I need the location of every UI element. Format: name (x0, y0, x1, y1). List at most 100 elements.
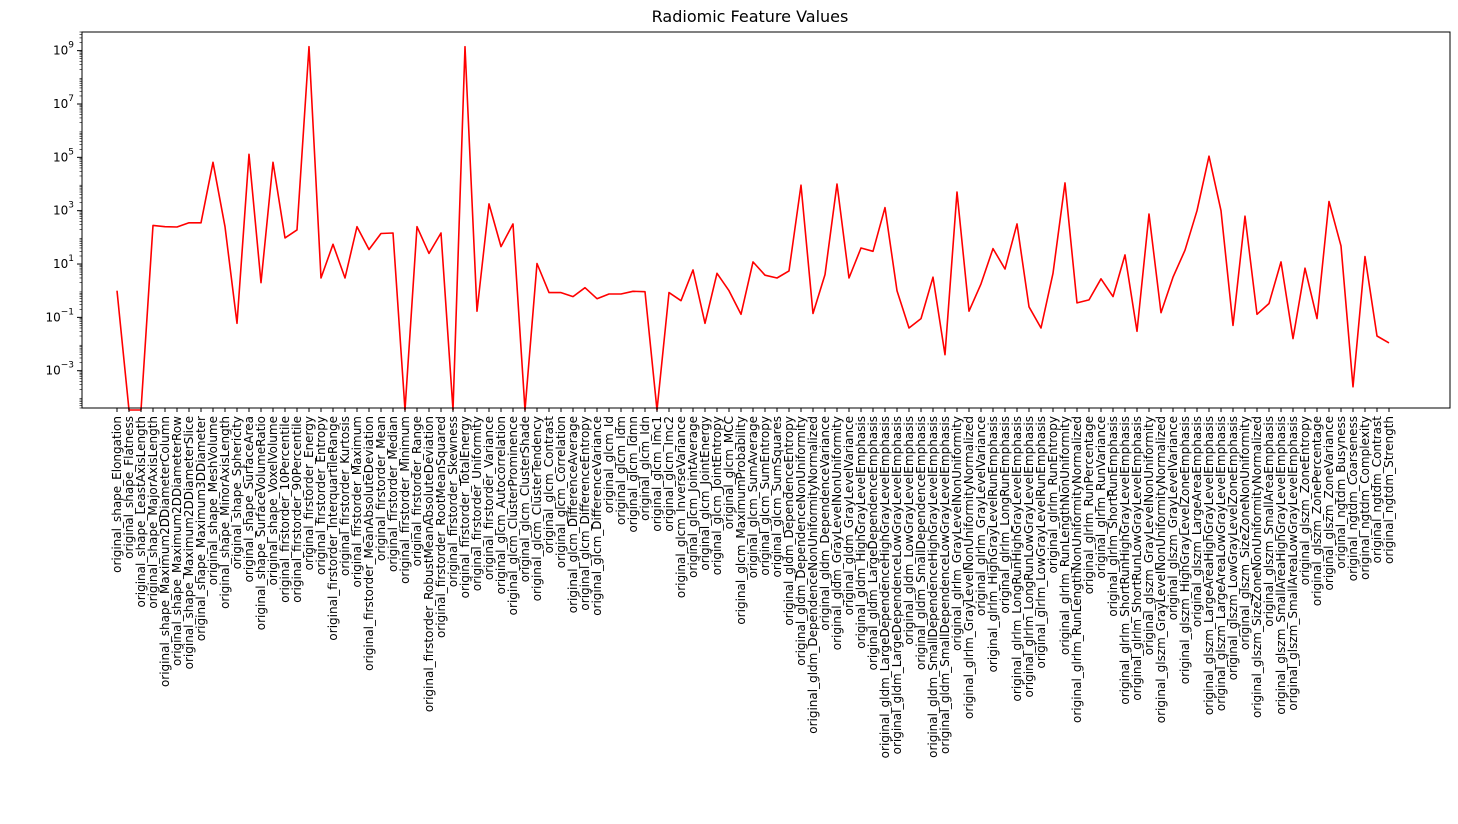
x-tick-label: original_shape_SurfaceArea (242, 416, 256, 582)
x-tick-label: original_shape_Flatness (122, 416, 136, 559)
x-tick-label: original_firstorder_Minimum (398, 416, 412, 584)
x-tick-label: original_glrlm_HighGrayLevelRunEmphasis (986, 416, 1000, 672)
x-tick-label: original_shape_MinorAxisLength (218, 416, 232, 609)
x-tick-label: original_glcm_DifferenceAverage (566, 416, 580, 613)
x-tick-label: original_shape_Elongation (110, 416, 124, 573)
x-tick-label: original_firstorder_Uniformity (470, 416, 484, 591)
x-tick-label: original_firstorder_Skewness (446, 416, 460, 587)
x-tick-label: original_glcm_SumEntropy (758, 416, 772, 576)
y-tick-label: 103 (53, 201, 74, 218)
x-tick-label: original_glcm_Imc1 (650, 416, 664, 532)
x-tick-label: original_ngtdm_Contrast (1370, 416, 1384, 564)
x-tick-label: original_firstorder_10Percentile (278, 416, 292, 603)
x-tick-label: original_gldm_SmallDependenceHighGrayLev… (926, 416, 940, 758)
x-tick-label: original_glrlm_RunLengthNonUniformity (1058, 416, 1072, 655)
x-tick-label: original_glcm_Correlation (554, 416, 568, 568)
x-tick-label: original_firstorder_RobustMeanAbsoluteDe… (422, 416, 436, 712)
x-tick-label: original_glcm_Idm (614, 416, 628, 525)
chart-title: Radiomic Feature Values (652, 7, 849, 26)
x-tick-label: original_firstorder_TotalEnergy (458, 416, 472, 598)
x-tick-label: original_firstorder_Median (386, 416, 400, 572)
x-tick-label: original_ngtdm_Coarseness (1346, 416, 1360, 581)
x-tick-label: original_glszm_LargeAreaEmphasis (1190, 416, 1204, 627)
x-tick-label: original_shape_MeshVolume (206, 416, 220, 585)
y-tick-label: 107 (53, 94, 74, 111)
x-tick-label: original_glrlm_ShortRunHighGrayLevelEmph… (1118, 416, 1132, 705)
x-tick-label: original_glrlm_RunPercentage (1082, 416, 1096, 594)
x-tick-label: original_glrlm_GrayLevelNonUniformity (950, 416, 964, 651)
x-tick-label: original_glrlm_ShortRunEmphasis (1106, 416, 1120, 617)
x-tick-label: original_glcm_Idmn (626, 416, 640, 533)
x-tick-label: original_glcm_InverseVariance (674, 416, 688, 598)
x-tick-label: original_glszm_GrayLevelVariance (1166, 416, 1180, 620)
x-tick-label: original_glcm_ClusterTendency (530, 416, 544, 601)
x-tick-label: original_ngtdm_Strength (1382, 416, 1396, 564)
x-tick-label: original_gldm_LargeDependenceHighGrayLev… (878, 416, 892, 758)
x-tick-label: original_shape_LeastAxisLength (134, 416, 148, 608)
x-tick-label: original_glcm_Autocorrelation (494, 416, 508, 594)
x-tick-label: original_glcm_JointAverage (686, 416, 700, 578)
x-tick-label: original_glcm_JointEntropy (710, 416, 724, 575)
x-tick-label: original_glszm_GrayLevelNonUniformityNor… (1154, 416, 1168, 723)
x-tick-label: original_shape_Sphericity (230, 416, 244, 569)
plot-area (116, 45, 1390, 411)
x-tick-label: original_glszm_SmallAreaHighGrayLevelEmp… (1274, 416, 1288, 715)
x-tick-label: original_glcm_DifferenceEntropy (578, 416, 592, 611)
x-tick-label: original_glszm_ZoneEntropy (1298, 416, 1312, 585)
x-tick-label: original_glszm_SizeZoneNonUniformity (1238, 416, 1252, 650)
x-tick-label: original_glszm_SmallAreaLowGrayLevelEmph… (1286, 416, 1300, 711)
x-tick-label: original_glcm_SumSquares (770, 416, 784, 578)
x-tick-label: original_glrlm_GrayLevelVariance (974, 416, 988, 616)
x-tick-label: original_firstorder_Variance (482, 416, 496, 580)
x-tick-label: original_shape_Maximum2DDiameterSlice (182, 416, 196, 669)
x-tick-label: original_ngtdm_Complexity (1358, 416, 1372, 580)
y-tick-label: 10−3 (45, 361, 74, 378)
x-tick-label: original_gldm_DependenceNonUniformity (794, 416, 808, 666)
x-tick-label: original_glrlm_LowGrayLevelRunEmphasis (1034, 416, 1048, 668)
y-axis: 10−3 10−1 101 103 105 107 109 (45, 31, 82, 409)
x-tick-label: original_shape_Maximum2DDiameterColumn (158, 416, 172, 687)
x-tick-label: original_glcm_Id (602, 416, 616, 513)
x-tick-label: original_glrlm_LongRunLowGrayLevelEmphas… (1022, 416, 1036, 698)
x-tick-label: original_firstorder_Kurtosis (338, 416, 352, 576)
x-tick-label: original_glszm_SizeZoneNonUniformityNorm… (1250, 416, 1264, 718)
x-tick-label: original_shape_MajorAxisLength (146, 416, 160, 609)
x-tick-label: original_glcm_ClusterShade (518, 416, 532, 582)
x-tick-label: original_glszm_LargeAreaHighGrayLevelEmp… (1202, 416, 1216, 715)
x-tick-label: original_gldm_DependenceEntropy (782, 416, 796, 626)
x-tick-label: original_firstorder_RootMeanSquared (434, 416, 448, 638)
x-tick-label: original_firstorder_Range (410, 416, 424, 566)
series-line (116, 45, 1390, 411)
x-tick-label: original_glrlm_LongRunHighGrayLevelEmpha… (1010, 416, 1024, 701)
x-tick-label: original_firstorder_Entropy (314, 416, 328, 575)
x-tick-label: original_firstorder_90Percentile (290, 416, 304, 603)
x-axis: original_shape_Elongationoriginal_shape_… (110, 408, 1396, 758)
x-tick-label: original_glrlm_RunLengthNonUniformityNor… (1070, 416, 1084, 723)
x-tick-label: original_glcm_DifferenceVariance (590, 416, 604, 616)
x-tick-label: original_ngtdm_Busyness (1334, 416, 1348, 569)
x-tick-label: original_glcm_Imc2 (662, 416, 676, 532)
y-tick-label: 105 (53, 147, 74, 164)
x-tick-label: original_firstorder_Mean (374, 416, 388, 561)
y-tick-label: 109 (53, 41, 74, 58)
x-tick-label: original_glcm_MaximumProbability (734, 416, 748, 625)
x-tick-label: original_gldm_GrayLevelVariance (842, 416, 856, 615)
x-tick-label: original_firstorder_Maximum (350, 416, 364, 587)
x-tick-label: original_glcm_Idn (638, 416, 652, 521)
x-tick-label: original_gldm_HighGrayLevelEmphasis (854, 416, 868, 649)
y-tick-label: 10−1 (45, 307, 74, 324)
x-tick-label: original_glszm_ZoneVariance (1322, 416, 1336, 590)
x-tick-label: original_glszm_ZonePercentage (1310, 416, 1324, 606)
x-tick-label: original_glcm_SumAverage (746, 416, 760, 578)
x-tick-label: original_glcm_Contrast (542, 416, 556, 554)
x-tick-label: original_gldm_LowGrayLevelEmphasis (902, 416, 916, 645)
x-tick-label: original_shape_VoxelVolume (266, 416, 280, 585)
x-tick-label: original_glcm_MCC (722, 416, 736, 529)
plot-frame (81, 31, 1451, 409)
x-tick-label: original_glcm_JointEnergy (698, 416, 712, 571)
x-tick-label: original_gldm_SmallDependenceLowGrayLeve… (938, 416, 952, 754)
x-tick-label: original_gldm_LargeDependenceEmphasis (866, 416, 880, 670)
x-tick-label: original_glrlm_LongRunEmphasis (998, 416, 1012, 614)
x-tick-label: original_glrlm_RunVariance (1094, 416, 1108, 579)
